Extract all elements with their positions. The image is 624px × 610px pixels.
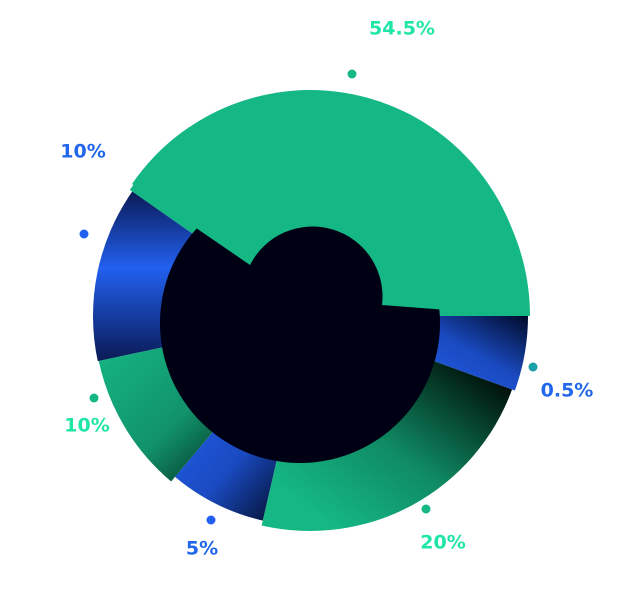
slice-label-3: 20% [420,532,465,554]
slice-label-2: 0.5% [541,380,594,402]
slice-label-1: 54.5% [369,18,435,40]
slice-label-6: 10% [60,141,105,163]
slice-marker-dot-6 [79,229,89,239]
pie-slice-1-inner-lobe [132,90,527,317]
pie-slice-3 [261,346,513,531]
slice-marker-dot-4 [206,515,216,525]
slice-marker-dot-1 [347,69,357,79]
slice-label-5: 10% [64,415,109,437]
slice-marker-dot-2 [528,362,538,372]
slice-marker-dot-3 [421,504,431,514]
slice-marker-dot-5 [89,393,99,403]
slice-label-4: 5% [186,538,218,560]
